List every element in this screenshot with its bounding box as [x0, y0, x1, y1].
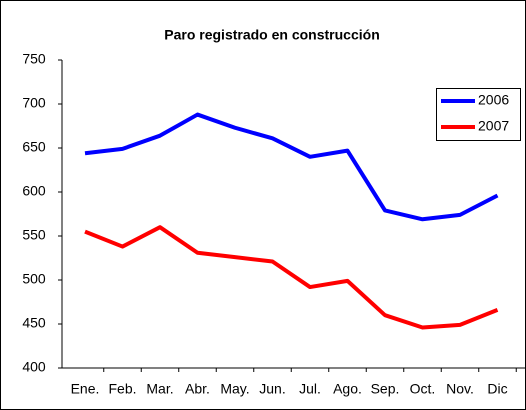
y-tick-label: 750: [22, 51, 46, 67]
x-tick-label: Sep.: [371, 381, 400, 397]
legend: [436, 88, 521, 141]
line-series: [84, 225, 499, 330]
legend-label: 2006: [478, 92, 509, 108]
y-tick-label: 600: [22, 183, 46, 199]
x-tick-label: Mar.: [146, 381, 173, 397]
x-tick-label: Jun.: [259, 381, 285, 397]
y-tick-label: 550: [22, 227, 46, 243]
y-tick-label: 650: [22, 139, 46, 155]
x-tick-label: Dic: [487, 381, 507, 397]
y-tick-label: 450: [22, 315, 46, 331]
x-tick-label: Ago.: [333, 381, 362, 397]
x-tick-label: Feb.: [108, 381, 136, 397]
x-tick-label: May.: [220, 381, 249, 397]
chart-title: Paro registrado en construcción: [164, 27, 380, 43]
x-tick-label: Nov.: [446, 381, 474, 397]
x-tick-label: Abr.: [185, 381, 210, 397]
y-tick-label: 700: [22, 95, 46, 111]
x-tick-label: Oct.: [410, 381, 436, 397]
y-tick-label: 400: [22, 359, 46, 375]
x-tick-label: Ene.: [71, 381, 100, 397]
line-series: [84, 112, 499, 222]
legend-label: 2007: [478, 118, 509, 134]
y-tick-label: 500: [22, 271, 46, 287]
x-tick-label: Jul.: [299, 381, 321, 397]
